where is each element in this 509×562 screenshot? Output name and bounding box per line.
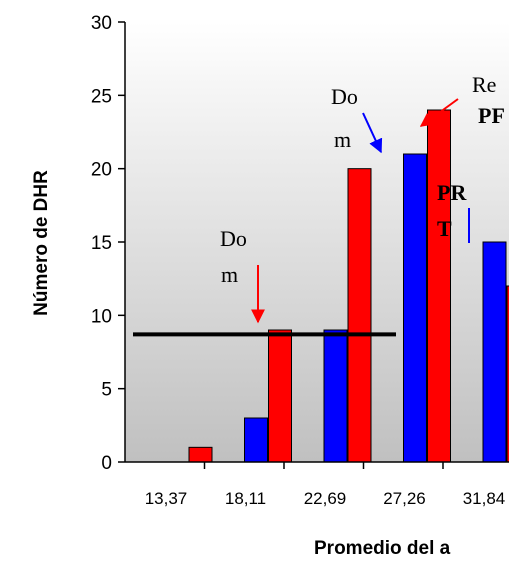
x-tick-label: 31,84 xyxy=(463,489,506,508)
bar-series-1-18,11 xyxy=(244,417,268,463)
y-axis-title: Número de DHR xyxy=(31,170,52,316)
annotation-dom-left-line2: m xyxy=(221,262,238,287)
bar-series-1-27,26 xyxy=(403,153,427,463)
y-tick-label: 15 xyxy=(91,233,112,254)
annotation-dom-center-line2: m xyxy=(334,127,351,152)
bar-series-2-18,11 xyxy=(268,329,292,463)
bar-series-1-31,84 xyxy=(482,241,507,463)
bar-series-2-22,69 xyxy=(347,168,372,463)
y-tick-label: 0 xyxy=(101,453,112,474)
annotation-dom-center-line1: Do xyxy=(331,84,358,109)
x-axis-title: Promedio del a xyxy=(314,538,451,559)
bar-series-2-13,37 xyxy=(188,446,213,463)
x-tick-label: 27,26 xyxy=(383,489,426,508)
annotation-dom-left-line1: Do xyxy=(220,226,247,251)
y-tick-label: 25 xyxy=(91,86,112,107)
y-tick-label: 5 xyxy=(101,380,112,401)
y-tick-label: 20 xyxy=(91,160,112,181)
annotation-prt-line1: PR xyxy=(437,180,467,205)
plot-area-background xyxy=(125,22,509,462)
annotation-re-line1: Re xyxy=(472,72,496,97)
bar-series-1-22,69 xyxy=(323,329,348,463)
annotation-arrow-red-right xyxy=(419,98,459,127)
annotation-arrow-blue-center xyxy=(362,112,383,154)
annotation-prt-line2: T xyxy=(437,216,452,241)
y-tick-label: 30 xyxy=(91,13,112,34)
x-tick-label: 18,11 xyxy=(225,489,266,508)
bar-series-2-31,84 xyxy=(506,285,509,463)
x-tick-label: 22,69 xyxy=(304,489,347,508)
annotation-re-line2: PF xyxy=(478,103,505,128)
y-tick-label: 10 xyxy=(91,306,112,327)
bar-series-2-27,26 xyxy=(427,109,451,463)
x-tick-label: 13,37 xyxy=(145,489,188,508)
